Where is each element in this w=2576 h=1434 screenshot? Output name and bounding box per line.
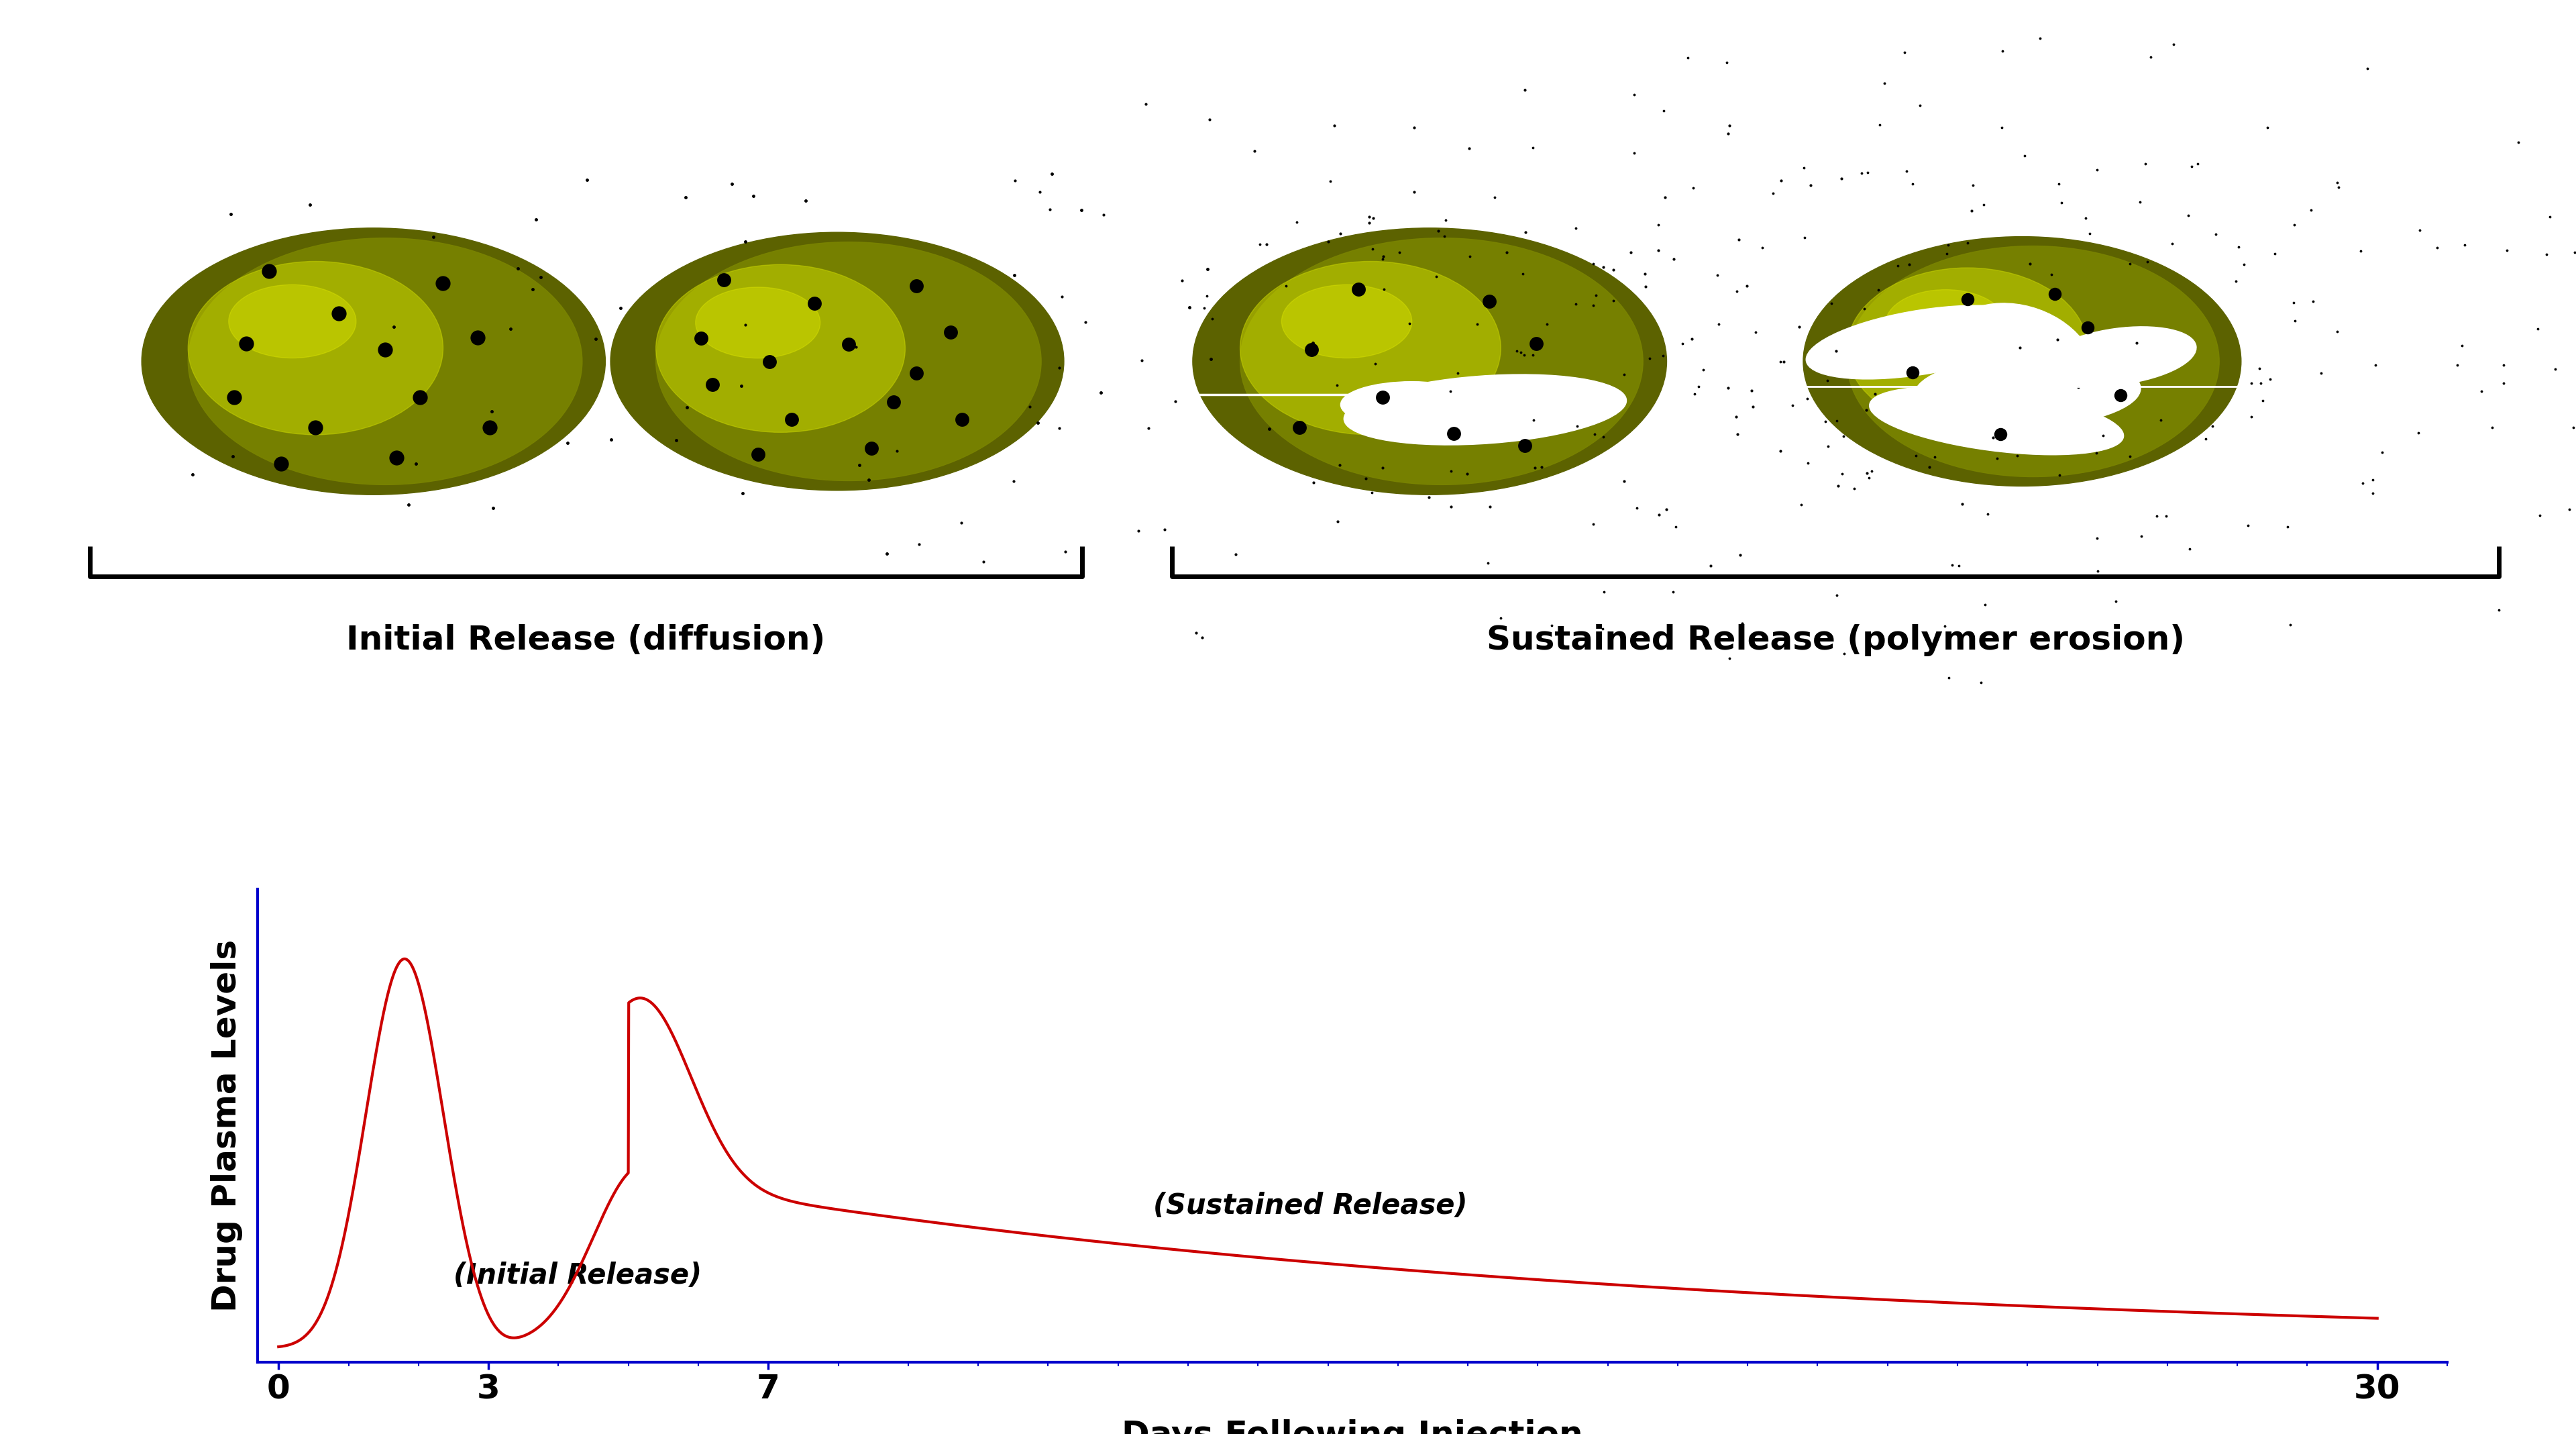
Ellipse shape (1803, 237, 2241, 486)
Ellipse shape (1806, 305, 2038, 379)
Ellipse shape (657, 242, 1041, 480)
Ellipse shape (188, 261, 443, 435)
Ellipse shape (1886, 290, 2007, 358)
Ellipse shape (1847, 268, 2087, 430)
Ellipse shape (1870, 387, 2123, 455)
Ellipse shape (1193, 228, 1667, 495)
Ellipse shape (1340, 381, 1484, 427)
Ellipse shape (1239, 238, 1643, 485)
Ellipse shape (142, 228, 605, 495)
Text: (Sustained Release): (Sustained Release) (1154, 1192, 1468, 1220)
Y-axis label: Drug Plasma Levels: Drug Plasma Levels (211, 939, 242, 1312)
Ellipse shape (696, 287, 819, 358)
Ellipse shape (2043, 327, 2197, 386)
X-axis label: Days Following Injection: Days Following Injection (1121, 1420, 1584, 1434)
Ellipse shape (1847, 247, 2221, 476)
Text: Sustained Release (polymer erosion): Sustained Release (polymer erosion) (1486, 624, 2184, 655)
Ellipse shape (1280, 285, 1412, 358)
Ellipse shape (188, 238, 582, 485)
Ellipse shape (1239, 261, 1502, 435)
Ellipse shape (1940, 303, 2097, 427)
Ellipse shape (1914, 356, 2141, 427)
Ellipse shape (611, 232, 1064, 490)
Ellipse shape (657, 264, 904, 433)
Ellipse shape (1345, 374, 1625, 445)
Text: Initial Release (diffusion): Initial Release (diffusion) (345, 624, 827, 655)
Text: (Initial Release): (Initial Release) (453, 1262, 701, 1289)
Ellipse shape (229, 285, 355, 358)
Ellipse shape (1378, 403, 1566, 437)
